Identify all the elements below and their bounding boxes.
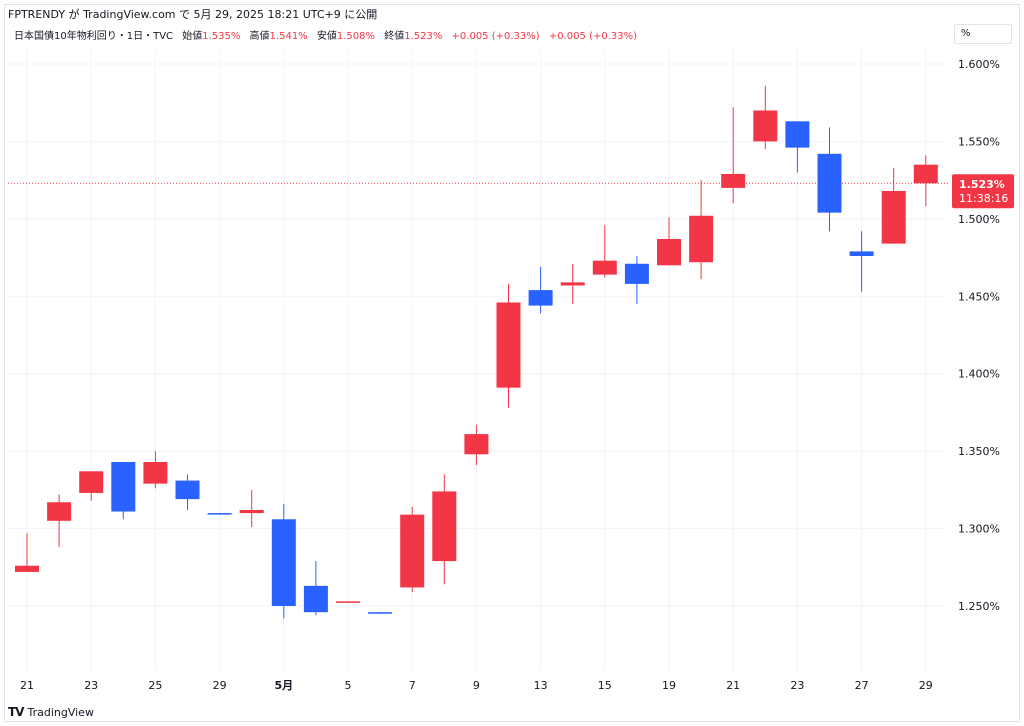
unit-button[interactable]: % (954, 24, 1012, 44)
close-label: 終値 (384, 31, 405, 42)
symbol-label[interactable]: 日本国債10年物利回り・1日・TVC (14, 31, 174, 42)
chart-frame (4, 4, 1020, 722)
change-value: +0.005 (+0.33%) (451, 31, 540, 42)
tradingview-logo-icon: TV (8, 705, 25, 719)
publish-header: FPTRENDY が TradingView.com で 5月 29, 2025… (8, 8, 378, 21)
brand-name: TradingView (27, 705, 94, 719)
low-label: 安値 (316, 31, 337, 42)
change-percent: +0.005 (+0.33%) (548, 31, 637, 42)
open-label: 始値 (182, 31, 203, 42)
high-label: 高値 (249, 31, 270, 42)
low-value: 1.508% (336, 31, 376, 42)
ohlc-legend: 日本国債10年物利回り・1日・TVC 始値1.535% 高値1.541% 安値1… (14, 27, 637, 42)
high-value: 1.541% (269, 31, 308, 42)
close-value: 1.523% (404, 31, 443, 42)
footer-brand[interactable]: TV TradingView (8, 705, 94, 719)
open-value: 1.535% (202, 31, 241, 42)
